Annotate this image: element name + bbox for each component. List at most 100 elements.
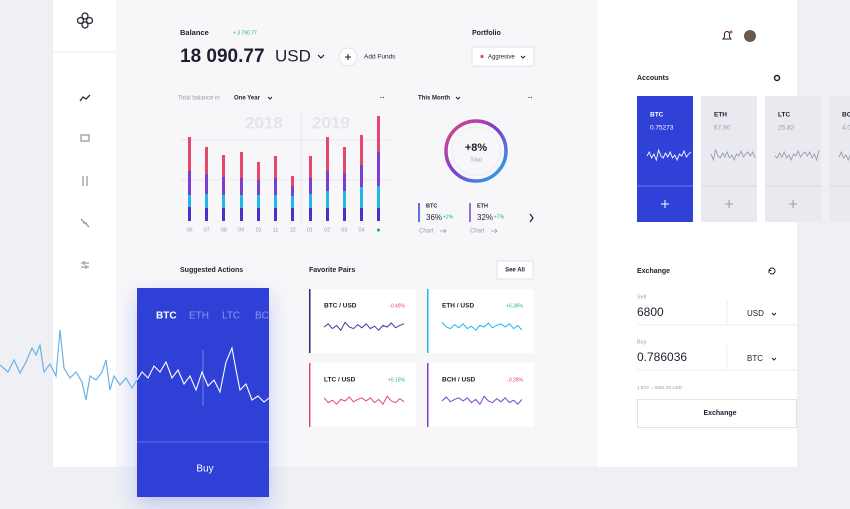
- coin-name: ETH: [477, 203, 488, 209]
- month-label: 04: [358, 227, 364, 233]
- field-label: Buy: [637, 339, 647, 345]
- add-icon: [661, 200, 669, 208]
- change: +8%: [465, 142, 488, 154]
- pair-change: -0.49%: [389, 303, 405, 309]
- bar: [205, 147, 208, 221]
- next-button[interactable]: [529, 213, 534, 223]
- month-label: 02: [324, 227, 330, 233]
- currency-select[interactable]: USD: [747, 309, 764, 318]
- month-label: 09: [238, 227, 244, 233]
- month-label: 01: [307, 227, 313, 233]
- tab[interactable]: LTC: [222, 311, 240, 322]
- exchange-button[interactable]: Exchange: [637, 399, 797, 428]
- sparkline: [710, 148, 756, 162]
- logo[interactable]: [76, 12, 94, 29]
- label: Balance: [180, 28, 209, 37]
- nav-icon[interactable]: [79, 94, 91, 102]
- sparkline: [441, 321, 523, 331]
- nav-icon[interactable]: [81, 261, 89, 269]
- add-icon: [789, 200, 797, 208]
- chart-grid: [180, 110, 390, 222]
- bar: [326, 137, 329, 221]
- pair-card[interactable]: [427, 363, 534, 427]
- month-label: 03: [341, 227, 347, 233]
- coin-share: 32%: [477, 213, 493, 222]
- account-amount: 25.82: [778, 125, 795, 132]
- bar: [188, 137, 191, 221]
- tab[interactable]: BTC: [156, 311, 177, 322]
- donut: [444, 119, 508, 183]
- add-icon: [725, 200, 733, 208]
- avatar[interactable]: [744, 30, 756, 42]
- month-label: 10: [255, 227, 261, 233]
- field-label: Sell: [637, 294, 646, 300]
- nav-icon[interactable]: [82, 176, 88, 186]
- account-amount: 0.75273: [650, 125, 674, 132]
- pair-name: BTC / USD: [324, 303, 357, 310]
- account-amount: 4.0: [842, 125, 850, 132]
- menu[interactable]: ··: [528, 95, 533, 102]
- amount: 18 090.77: [180, 46, 265, 67]
- menu[interactable]: ··: [380, 95, 385, 102]
- period-select[interactable]: This Month: [418, 96, 450, 102]
- sparkline: [774, 149, 820, 162]
- settings[interactable]: [773, 74, 781, 82]
- chart-link[interactable]: Chart: [419, 229, 434, 235]
- pair-card[interactable]: [309, 289, 416, 353]
- section-title: Favorite Pairs: [309, 267, 355, 274]
- sidebar: [76, 12, 94, 269]
- input-value[interactable]: 6800: [637, 305, 664, 319]
- portfolio-dropdown[interactable]: Aggresive: [471, 46, 535, 67]
- coin-change: +2%: [443, 214, 454, 220]
- chevron: [771, 357, 777, 361]
- month-axis: 06 07 08 09 10 11 12 01 02 03 04: [186, 227, 364, 233]
- month-label: 11: [273, 227, 279, 233]
- year: 2019: [312, 113, 350, 132]
- chart-link[interactable]: Chart: [470, 229, 485, 235]
- sparkline: [646, 148, 692, 162]
- pair-change: +0.36%: [506, 303, 524, 309]
- year: 2018: [245, 113, 283, 132]
- pair-card[interactable]: [427, 289, 534, 353]
- tab[interactable]: BC: [255, 311, 269, 322]
- arrow: [491, 228, 498, 234]
- bar: [343, 147, 346, 221]
- see-all-button[interactable]: See All: [496, 260, 534, 280]
- bar: [240, 152, 243, 221]
- bar: [309, 156, 312, 221]
- account-card[interactable]: [829, 96, 850, 222]
- label: Portfolio: [472, 30, 501, 37]
- account-name: BTC: [650, 112, 664, 119]
- notifications[interactable]: [722, 30, 733, 40]
- chevron: [267, 96, 273, 100]
- button-label: See All: [505, 268, 525, 274]
- coin-summary: BTC 36% +2% Chart ETH 32% +7% Chart: [418, 203, 505, 235]
- bar: [257, 162, 260, 221]
- arrow: [440, 228, 447, 234]
- section-title: Accounts: [637, 75, 669, 82]
- button-label: Add Funds: [364, 54, 396, 61]
- account-name: LTC: [778, 112, 790, 119]
- current-dot: [376, 228, 381, 232]
- sparkline: [323, 395, 405, 406]
- sparkline: [838, 150, 850, 162]
- month-label: 12: [290, 227, 296, 233]
- nav-icon[interactable]: [80, 134, 90, 142]
- pair-name: BCH / USD: [442, 377, 476, 384]
- chevron: [455, 96, 461, 100]
- currency-select[interactable]: BTC: [747, 354, 763, 363]
- add-funds-button[interactable]: Add Funds: [338, 47, 396, 67]
- pair-card[interactable]: [309, 363, 416, 427]
- nav-icon[interactable]: [80, 218, 90, 228]
- chevron: [317, 54, 325, 59]
- dropdown-value: Aggresive: [488, 55, 515, 61]
- input-value[interactable]: 0.786036: [637, 350, 687, 364]
- tab[interactable]: ETH: [189, 311, 209, 322]
- period-select[interactable]: One Year: [234, 96, 261, 102]
- refresh[interactable]: [768, 267, 776, 275]
- month-label: 07: [204, 227, 210, 233]
- month-label: 08: [221, 227, 227, 233]
- buy-button[interactable]: Buy: [196, 464, 213, 475]
